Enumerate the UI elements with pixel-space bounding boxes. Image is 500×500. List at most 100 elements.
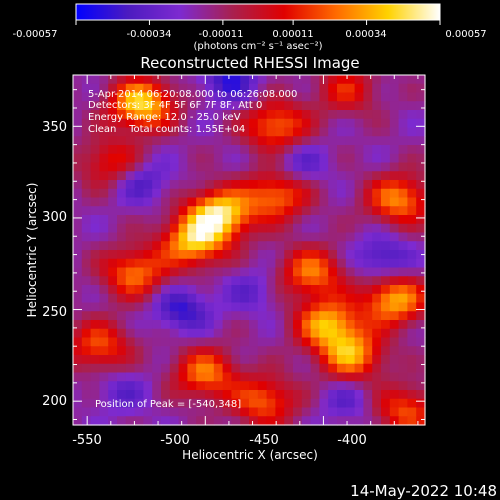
heatmap-cell <box>284 372 294 382</box>
heatmap-cell <box>81 407 92 417</box>
heatmap-cell <box>266 153 276 164</box>
heatmap-cell <box>231 407 241 417</box>
heatmap-cell <box>354 153 364 164</box>
heatmap-cell <box>381 293 391 304</box>
heatmap-cell <box>117 206 127 216</box>
heatmap-cell <box>205 250 215 260</box>
heatmap-cell <box>81 337 92 347</box>
heatmap-cell <box>73 241 83 251</box>
heatmap-cell <box>257 372 268 382</box>
heatmap-cell <box>178 302 188 312</box>
heatmap-cell <box>99 250 109 260</box>
heatmap-cell <box>178 372 188 382</box>
heatmap-cell <box>73 92 83 102</box>
heatmap-cell <box>257 232 268 242</box>
heatmap-cell <box>143 215 153 225</box>
heatmap-cell <box>337 241 347 251</box>
heatmap-cell <box>117 390 127 400</box>
heatmap-cell <box>345 127 356 137</box>
heatmap-cell <box>213 407 224 417</box>
heatmap-cell <box>125 215 136 225</box>
heatmap-cell <box>161 363 171 374</box>
heatmap-cell <box>196 416 206 426</box>
heatmap-cell <box>161 83 171 94</box>
heatmap-cell <box>372 241 382 251</box>
heatmap-cell <box>389 101 400 111</box>
heatmap-cell <box>301 171 312 181</box>
heatmap-cell <box>108 311 118 321</box>
heatmap-cell <box>134 258 144 269</box>
heatmap-cell <box>222 363 232 374</box>
heatmap-cell <box>178 232 188 242</box>
heatmap-cell <box>213 83 224 94</box>
heatmap-cell <box>416 346 426 356</box>
heatmap-cell <box>249 381 259 391</box>
heatmap-cell <box>213 416 224 426</box>
heatmap-cell <box>293 83 303 94</box>
heatmap-cell <box>222 83 232 94</box>
heatmap-cell <box>345 398 356 409</box>
heatmap-cell <box>99 328 109 339</box>
heatmap-cell <box>134 223 144 234</box>
heatmap-cell <box>266 285 276 295</box>
heatmap-cell <box>99 372 109 382</box>
heatmap-cell <box>178 250 188 260</box>
heatmap-cell <box>196 83 206 94</box>
heatmap-cell <box>99 223 109 234</box>
heatmap-cell <box>328 390 338 400</box>
heatmap-cell <box>205 188 215 199</box>
heatmap-cell <box>125 75 136 85</box>
heatmap-cell <box>249 223 259 234</box>
heatmap-cell <box>407 83 417 94</box>
heatmap-cell <box>205 328 215 339</box>
heatmap-cell <box>73 337 83 347</box>
heatmap-cell <box>354 162 364 172</box>
heatmap-cell <box>143 302 153 312</box>
heatmap-cell <box>337 101 347 111</box>
heatmap-cell <box>169 118 180 129</box>
heatmap-cell <box>257 328 268 339</box>
heatmap-cell <box>249 293 259 304</box>
heatmap-cell <box>152 346 162 356</box>
heatmap-cell <box>319 101 329 111</box>
heatmap-cell <box>249 267 259 277</box>
heatmap-cell <box>275 241 285 251</box>
heatmap-cell <box>257 145 268 155</box>
heatmap-cell <box>213 136 224 146</box>
heatmap-cell <box>205 258 215 269</box>
heatmap-cell <box>134 302 144 312</box>
heatmap-cell <box>205 416 215 426</box>
heatmap-cell <box>117 416 127 426</box>
heatmap-cell <box>266 346 276 356</box>
heatmap-cell <box>389 346 400 356</box>
heatmap-cell <box>205 206 215 216</box>
heatmap-cell <box>231 390 241 400</box>
heatmap-cell <box>363 162 373 172</box>
heatmap-cell <box>134 285 144 295</box>
heatmap-cell <box>178 101 188 111</box>
heatmap-cell <box>389 381 400 391</box>
heatmap-cell <box>125 381 136 391</box>
heatmap-cell <box>99 206 109 216</box>
heatmap-cell <box>240 398 250 409</box>
heatmap-cell <box>257 398 268 409</box>
heatmap-cell <box>416 180 426 190</box>
heatmap-cell <box>125 180 136 190</box>
heatmap-cell <box>389 372 400 382</box>
heatmap-cell <box>143 416 153 426</box>
heatmap-cell <box>266 206 276 216</box>
heatmap-cell <box>134 381 144 391</box>
heatmap-cell <box>152 188 162 199</box>
heatmap-cell <box>99 127 109 137</box>
heatmap-cell <box>187 241 197 251</box>
heatmap-cell <box>81 188 92 199</box>
heatmap-cell <box>99 285 109 295</box>
heatmap-cell <box>161 206 171 216</box>
heatmap-cell <box>257 241 268 251</box>
heatmap-cell <box>416 92 426 102</box>
heatmap-cell <box>178 363 188 374</box>
heatmap-cell <box>372 83 382 94</box>
heatmap-cell <box>90 381 100 391</box>
heatmap-cell <box>169 241 180 251</box>
heatmap-cell <box>266 127 276 137</box>
